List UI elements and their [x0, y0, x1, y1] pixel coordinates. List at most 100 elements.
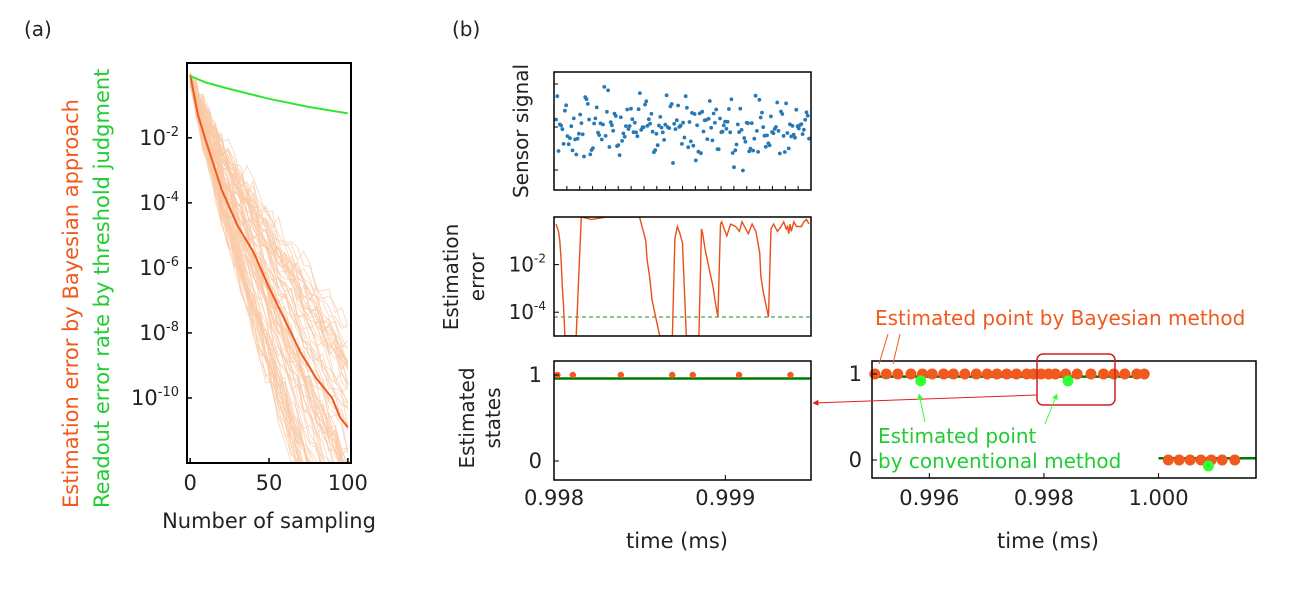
- sensor-point: [575, 136, 580, 141]
- sensor-point: [566, 142, 571, 147]
- sensor-point: [649, 111, 654, 116]
- bayesian-run-line: [189, 78, 298, 463]
- sensor-point: [776, 129, 781, 133]
- y-tick-label: 1: [529, 363, 542, 387]
- sensor-point: [672, 121, 677, 126]
- x-tick-label: 1.000: [1129, 486, 1189, 510]
- sensor-point: [680, 142, 684, 146]
- chart-states-left-frame: [553, 360, 812, 481]
- sensor-point: [556, 149, 561, 153]
- highlight-box: [1036, 353, 1116, 406]
- bayesian-point: [1195, 454, 1207, 466]
- bayesian-run-line: [189, 72, 349, 330]
- sensor-point: [638, 91, 642, 95]
- bayesian-point: [880, 368, 892, 380]
- bayesian-run-line: [189, 80, 349, 364]
- sensor-point: [774, 125, 778, 129]
- y-tick-label: 10-2: [139, 125, 179, 150]
- sensor-point: [654, 131, 659, 136]
- sensor-point: [780, 112, 785, 116]
- bayesian-run-line: [190, 84, 348, 463]
- sensor-point: [720, 129, 725, 134]
- bayesian-point: [1071, 368, 1083, 380]
- sensor-point: [611, 128, 616, 133]
- sensor-point: [803, 117, 808, 122]
- sensor-point: [650, 129, 655, 134]
- chart-states-right-ticks: 0.996 0.998 1.000 1 0: [849, 362, 1189, 510]
- bayesian-run-line: [189, 78, 318, 463]
- sensor-point: [716, 147, 721, 152]
- sensor-point: [705, 137, 710, 142]
- chart-states-right-xlabel: time (ms): [997, 529, 1099, 553]
- sensor-point: [658, 115, 663, 119]
- chart-sensor: Sensor signal: [509, 64, 812, 198]
- chart-a-xlabel: Number of sampling: [162, 509, 376, 533]
- bayesian-point: [1162, 454, 1174, 466]
- sensor-point: [678, 123, 683, 128]
- y-tick-label: 10-4: [139, 190, 179, 215]
- sensor-point: [728, 130, 733, 135]
- bayesian-run-line: [189, 76, 349, 368]
- annotation-bayesian-pointer-1: [878, 333, 889, 365]
- sensor-point: [653, 148, 658, 153]
- sensor-point: [718, 116, 722, 121]
- sensor-point: [741, 168, 745, 173]
- chart-sensor-ticks: [554, 83, 799, 190]
- sensor-point: [662, 138, 666, 142]
- sensor-point: [739, 127, 744, 132]
- sensor-point: [721, 123, 726, 128]
- sensor-point: [571, 116, 576, 121]
- sensor-point: [681, 120, 685, 125]
- chart-states-right-frame: [871, 360, 1257, 479]
- sensor-point: [568, 136, 572, 141]
- sensor-point: [686, 145, 691, 150]
- sensor-point: [561, 142, 566, 146]
- chart-error-frame: [553, 216, 812, 337]
- sensor-point: [755, 129, 759, 133]
- x-tick-label: 100: [328, 471, 368, 495]
- sensor-point: [617, 153, 622, 158]
- chart-a-ylabel-bayesian: Estimation error by Bayesian approach: [59, 99, 83, 508]
- zoom-arrow: [812, 394, 1038, 406]
- panel-label-b: (b): [452, 17, 480, 41]
- sensor-point: [784, 101, 788, 106]
- bayesian-point: [991, 368, 1003, 380]
- sensor-point: [564, 103, 569, 108]
- bayesian-point: [669, 371, 676, 379]
- sensor-point: [738, 106, 743, 111]
- conventional-point: [1062, 375, 1074, 387]
- sensor-point: [657, 123, 661, 128]
- sensor-point: [625, 107, 630, 112]
- bayesian-run-line: [189, 77, 349, 349]
- sensor-point: [732, 165, 736, 170]
- sensor-point: [735, 122, 740, 127]
- sensor-point: [660, 130, 665, 135]
- bayesian-point: [938, 368, 950, 380]
- sensor-point: [751, 148, 755, 153]
- sensor-point: [807, 136, 811, 141]
- chart-a-ylabel-threshold: Readout error rate by threshold judgment: [90, 69, 114, 508]
- x-tick-label: 50: [256, 471, 283, 495]
- sensor-point: [671, 161, 675, 165]
- sensor-point: [752, 136, 757, 141]
- bayesian-run-line: [189, 74, 297, 463]
- sensor-point: [757, 97, 762, 102]
- sensor-point: [635, 134, 640, 139]
- sensor-point: [588, 152, 593, 157]
- bayesian-runs: [189, 72, 349, 463]
- sensor-point: [616, 143, 621, 148]
- annotation-conventional-1: Estimated point: [878, 424, 1037, 448]
- sensor-point: [587, 117, 591, 122]
- sensor-point: [579, 121, 584, 125]
- sensor-point: [688, 139, 693, 144]
- bayesian-run-line: [189, 72, 299, 463]
- sensor-point: [565, 134, 570, 139]
- sensor-point: [627, 124, 632, 128]
- sensor-point: [569, 124, 574, 129]
- chart-states-ylabel-1: Estimated: [455, 367, 479, 468]
- conventional-point: [1202, 460, 1214, 472]
- sensor-point: [554, 117, 558, 122]
- sensor-point: [737, 130, 741, 135]
- sensor-point: [794, 107, 799, 112]
